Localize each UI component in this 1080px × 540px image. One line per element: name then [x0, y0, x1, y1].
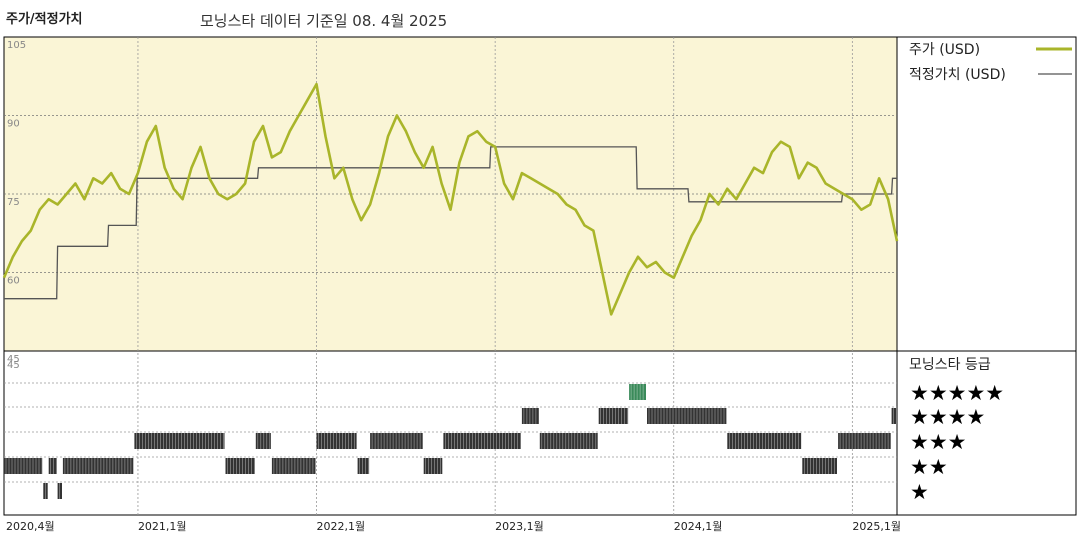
x-tick-label: 2021,1월 [138, 520, 187, 533]
rating-legend-title: 모닝스타 등급 [909, 357, 991, 373]
rating-level-label: ★★★ [910, 430, 966, 454]
rating-segment-hatch [728, 433, 802, 449]
chart-subtitle: 모닝스타 데이터 기준일 08. 4월 2025 [200, 12, 448, 30]
rating-segment [225, 458, 255, 474]
rating-segment-hatch [371, 433, 421, 449]
rating-segment [370, 433, 423, 449]
rating-segment [255, 433, 271, 449]
rating-axis-label: 45 [7, 360, 20, 371]
rating-segment [271, 458, 316, 474]
rating-segment-hatch [541, 433, 597, 449]
rating-segment-hatch [227, 458, 255, 474]
rating-segment-hatch [318, 433, 355, 449]
y-tick-label: 75 [7, 197, 20, 208]
rating-level-label: ★ [910, 480, 929, 504]
rating-segment-hatch [839, 433, 889, 449]
y-tick-label: 60 [7, 276, 20, 287]
rating-segment-hatch [600, 408, 629, 424]
price-line [2, 82, 899, 316]
x-tick-label: 2022,1월 [317, 520, 366, 533]
legend-fair-label: 적정가치 (USD) [909, 67, 1006, 83]
rating-level-label: ★★ [910, 455, 948, 479]
y-tick-label: 90 [7, 119, 20, 130]
rating-segment [4, 458, 43, 474]
rating-segment-hatch [425, 458, 442, 474]
rating-segment-hatch [257, 433, 271, 449]
rating-segment-hatch [523, 408, 537, 424]
y-tick-label: 45 [7, 354, 20, 365]
rating-segment-hatch [648, 408, 725, 424]
rating-segment [423, 458, 443, 474]
rating-segment [134, 433, 225, 449]
rating-segment-hatch [273, 458, 314, 474]
rating-level-label: ★★★★★ [910, 381, 1004, 405]
rating-segment [647, 408, 727, 424]
x-tick-label: 2023,1월 [495, 520, 544, 533]
rating-segment-hatch [64, 458, 132, 474]
rating-segment-hatch [50, 458, 55, 474]
legend: 주가 (USD) 적정가치 (USD) 모닝스타 등급 [909, 42, 1072, 373]
rating-segment-hatch [803, 458, 835, 474]
rating-segment [48, 458, 57, 474]
rating-level-label: ★★★★ [910, 405, 985, 429]
rating-segment [598, 408, 629, 424]
fair-value-line [4, 146, 897, 300]
rating-segment-hatch [630, 384, 644, 400]
rating-segment [727, 433, 802, 449]
rating-segment [357, 458, 370, 474]
rating-segment [629, 384, 646, 400]
x-tick-label: 2025,1월 [852, 520, 901, 533]
legend-price-label: 주가 (USD) [909, 42, 980, 58]
rating-segment-hatch [359, 458, 369, 474]
rating-segment-hatch [445, 433, 521, 449]
y-tick-label: 105 [7, 40, 26, 51]
x-tick-label: 2020,4월 [6, 520, 55, 533]
rating-segment-hatch [136, 433, 224, 449]
rating-segment [443, 433, 521, 449]
chart-title: 주가/적정가치 [6, 12, 83, 27]
x-tick-label: 2024,1월 [674, 520, 723, 533]
rating-segment [521, 408, 539, 424]
rating-segment-hatch [5, 458, 43, 474]
